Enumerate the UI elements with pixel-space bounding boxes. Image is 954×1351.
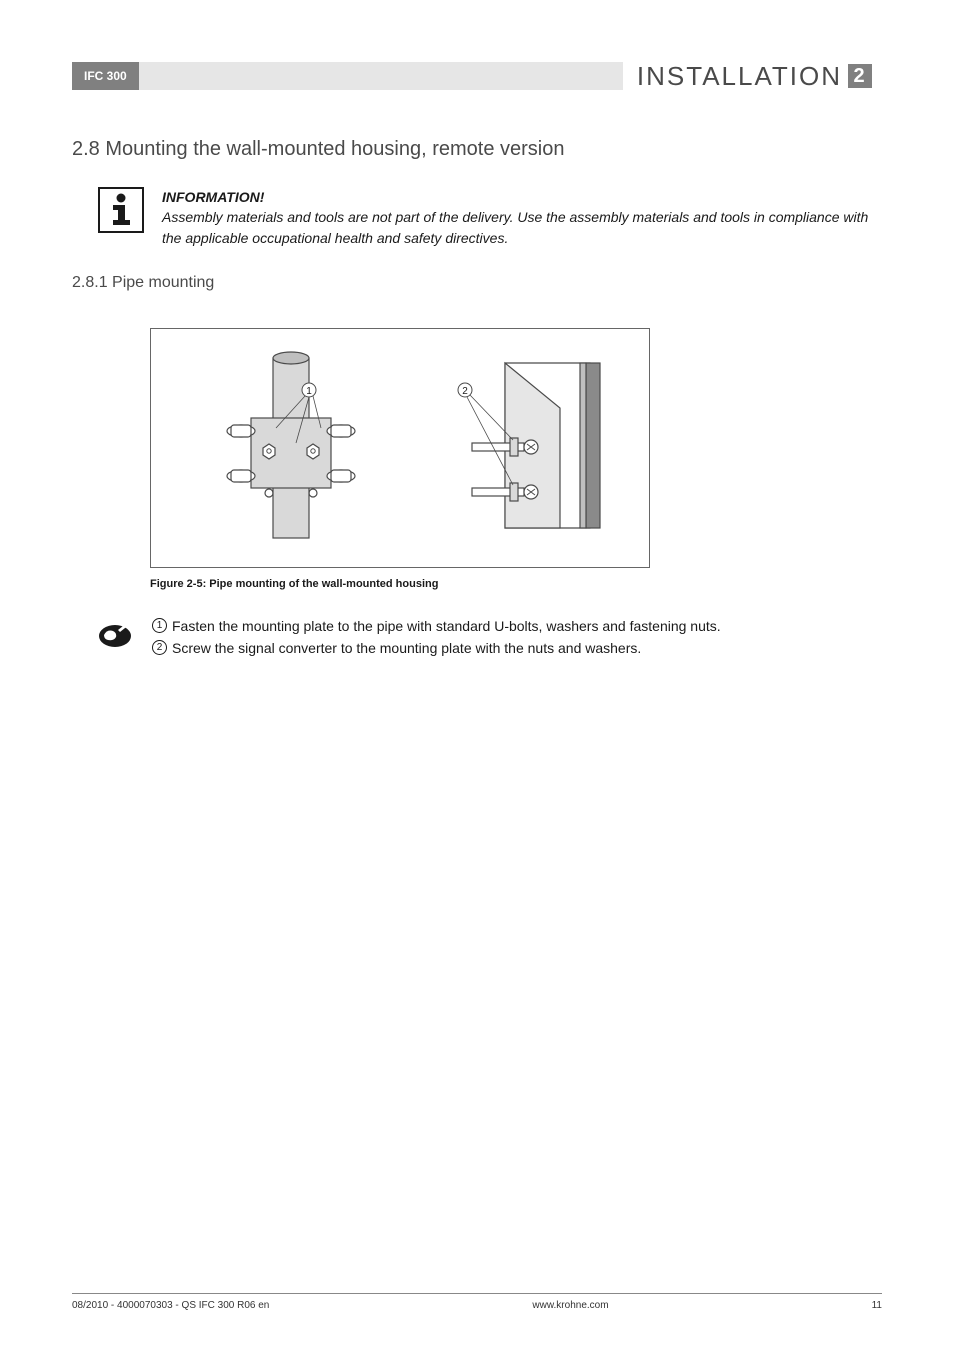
steps-block: 1 Fasten the mounting plate to the pipe …: [72, 616, 882, 659]
callout-1-label: 1: [306, 386, 312, 397]
page-header: IFC 300 INSTALLATION 2: [72, 62, 882, 90]
page-footer: 08/2010 - 4000070303 - QS IFC 300 R06 en…: [72, 1293, 882, 1311]
footer-center: www.krohne.com: [532, 1300, 608, 1311]
header-title-text: INSTALLATION: [637, 61, 842, 92]
pipe-mount-side-icon: 2: [410, 348, 610, 548]
callout-2-label: 2: [462, 386, 468, 397]
header-spacer: [139, 62, 623, 90]
pipe-mount-front-icon: 1: [191, 348, 391, 548]
section-heading: 2.8 Mounting the wall-mounted housing, r…: [72, 138, 882, 161]
step-1: 1 Fasten the mounting plate to the pipe …: [152, 616, 721, 638]
info-body: Assembly materials and tools are not par…: [162, 207, 882, 248]
footer-left: 08/2010 - 4000070303 - QS IFC 300 R06 en: [72, 1300, 269, 1311]
subsection-heading: 2.8.1 Pipe mounting: [72, 274, 882, 292]
figure-block: 1: [150, 328, 882, 590]
step-1-text: Fasten the mounting plate to the pipe wi…: [172, 616, 721, 638]
info-heading: INFORMATION!: [162, 187, 882, 207]
step-2: 2 Screw the signal converter to the moun…: [152, 638, 721, 660]
hand-writing-icon: [98, 616, 142, 653]
info-glyph-icon: [108, 193, 134, 227]
device-label: IFC 300: [72, 62, 139, 90]
figure-canvas: 1: [150, 328, 650, 568]
info-icon: [98, 187, 144, 233]
step-1-num: 1: [152, 618, 167, 633]
step-2-text: Screw the signal converter to the mounti…: [172, 638, 641, 660]
footer-page-number: 11: [872, 1300, 882, 1311]
chapter-badge: 2: [848, 64, 872, 88]
step-2-num: 2: [152, 640, 167, 655]
information-callout: INFORMATION! Assembly materials and tool…: [98, 187, 882, 248]
header-title: INSTALLATION 2: [623, 62, 882, 90]
figure-caption: Figure 2-5: Pipe mounting of the wall-mo…: [150, 578, 882, 590]
